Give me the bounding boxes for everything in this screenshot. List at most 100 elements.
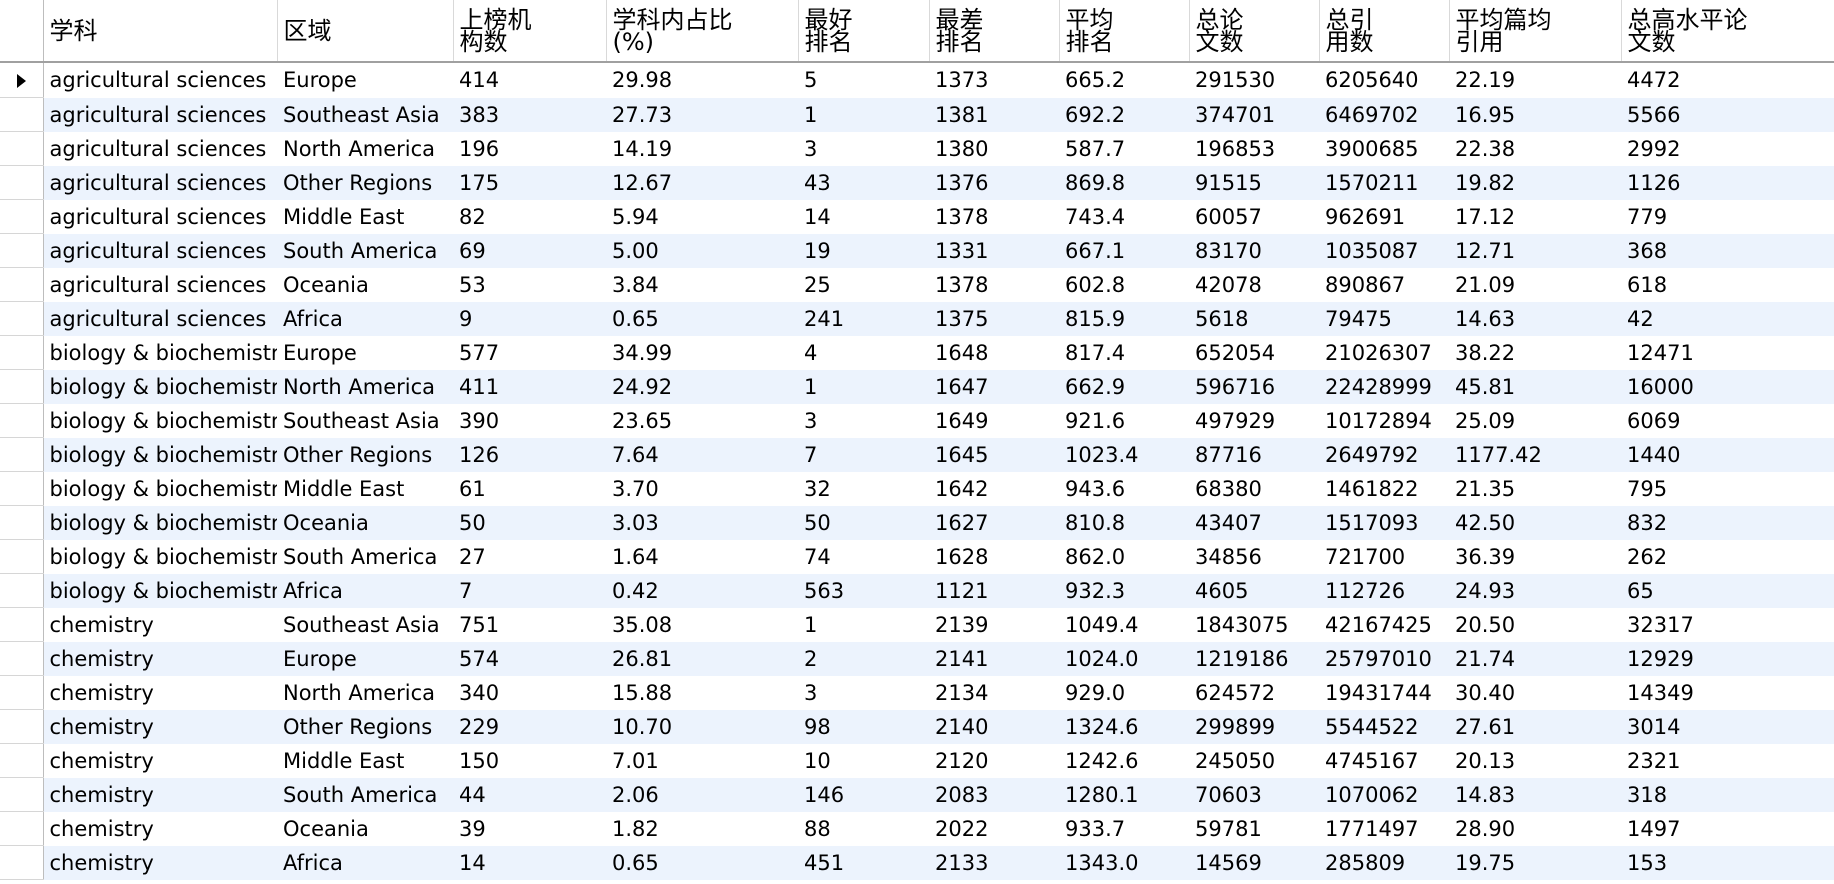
table-row[interactable]: agricultural sciences Other Regions 175 12.… [0,165,1834,200]
cell-best-rank[interactable]: 241 [798,301,929,336]
table-row[interactable]: agricultural sciences Southeast Asia 383 27… [0,97,1834,132]
row-indicator[interactable] [0,777,44,812]
cell-worst-rank[interactable]: 1649 [929,403,1059,438]
cell-papers[interactable]: 42078 [1189,267,1319,302]
cell-highly-cited-papers[interactable]: 65 [1621,573,1834,608]
cell-citations[interactable]: 21026307 [1319,335,1449,370]
cell-avg-rank[interactable]: 932.3 [1059,573,1189,608]
cell-papers[interactable]: 70603 [1189,777,1319,812]
cell-share-pct[interactable]: 3.03 [606,505,798,540]
cell-share-pct[interactable]: 15.88 [606,675,798,710]
row-indicator[interactable] [0,233,44,268]
cell-worst-rank[interactable]: 1375 [929,301,1059,336]
cell-region[interactable]: Southeast Asia [277,607,453,642]
cell-institutions[interactable]: 69 [453,233,606,268]
cell-citations[interactable]: 890867 [1319,267,1449,302]
cell-papers[interactable]: 1843075 [1189,607,1319,642]
cell-avg-citations[interactable]: 14.63 [1449,301,1621,336]
cell-highly-cited-papers[interactable]: 12929 [1621,641,1834,676]
cell-citations[interactable]: 1517093 [1319,505,1449,540]
cell-region[interactable]: Europe [277,641,453,676]
row-indicator[interactable] [0,573,44,608]
cell-subject[interactable]: chemistry [43,641,277,676]
cell-highly-cited-papers[interactable]: 779 [1621,199,1834,234]
cell-worst-rank[interactable]: 1647 [929,369,1059,404]
table-row[interactable]: chemistry North America 340 15.88 3 2134 929.0… [0,675,1834,710]
cell-region[interactable]: Middle East [277,743,453,778]
cell-share-pct[interactable]: 23.65 [606,403,798,438]
cell-institutions[interactable]: 414 [453,62,606,98]
cell-avg-rank[interactable]: 743.4 [1059,199,1189,234]
cell-papers[interactable]: 374701 [1189,97,1319,132]
cell-avg-citations[interactable]: 17.12 [1449,199,1621,234]
cell-citations[interactable]: 2649792 [1319,437,1449,472]
cell-region[interactable]: Africa [277,301,453,336]
cell-avg-citations[interactable]: 30.40 [1449,675,1621,710]
cell-best-rank[interactable]: 43 [798,165,929,200]
cell-citations[interactable]: 5544522 [1319,709,1449,744]
row-indicator[interactable] [0,607,44,642]
cell-highly-cited-papers[interactable]: 32317 [1621,607,1834,642]
column-header-subject[interactable]: 学科 [43,0,278,63]
cell-highly-cited-papers[interactable]: 5566 [1621,97,1834,132]
cell-worst-rank[interactable]: 1642 [929,471,1059,506]
cell-share-pct[interactable]: 2.06 [606,777,798,812]
cell-avg-rank[interactable]: 815.9 [1059,301,1189,336]
cell-share-pct[interactable]: 7.64 [606,437,798,472]
cell-citations[interactable]: 19431744 [1319,675,1449,710]
cell-region[interactable]: Southeast Asia [277,97,453,132]
cell-highly-cited-papers[interactable]: 1126 [1621,165,1834,200]
row-indicator[interactable] [0,369,44,404]
row-indicator[interactable] [0,845,44,880]
cell-avg-rank[interactable]: 692.2 [1059,97,1189,132]
cell-region[interactable]: Other Regions [277,437,453,472]
cell-papers[interactable]: 14569 [1189,845,1319,880]
cell-best-rank[interactable]: 146 [798,777,929,812]
cell-share-pct[interactable]: 1.82 [606,811,798,846]
cell-institutions[interactable]: 44 [453,777,606,812]
cell-worst-rank[interactable]: 2022 [929,811,1059,846]
cell-best-rank[interactable]: 32 [798,471,929,506]
cell-region[interactable]: Other Regions [277,165,453,200]
cell-worst-rank[interactable]: 1378 [929,267,1059,302]
cell-avg-citations[interactable]: 22.19 [1449,62,1621,98]
cell-highly-cited-papers[interactable]: 368 [1621,233,1834,268]
cell-subject[interactable]: agricultural sciences [43,165,277,200]
cell-citations[interactable]: 1070062 [1319,777,1449,812]
cell-institutions[interactable]: 61 [453,471,606,506]
cell-worst-rank[interactable]: 1378 [929,199,1059,234]
cell-avg-citations[interactable]: 16.95 [1449,97,1621,132]
cell-region[interactable]: North America [277,675,453,710]
row-indicator[interactable] [0,301,44,336]
column-header-highly-cited-papers[interactable]: 总高水平论 文数 [1621,0,1834,63]
cell-region[interactable]: South America [277,777,453,812]
cell-avg-citations[interactable]: 36.39 [1449,539,1621,574]
cell-region[interactable]: Oceania [277,811,453,846]
column-header-best-rank[interactable]: 最好 排名 [798,0,930,63]
cell-avg-rank[interactable]: 869.8 [1059,165,1189,200]
cell-citations[interactable]: 6469702 [1319,97,1449,132]
cell-avg-rank[interactable]: 587.7 [1059,131,1189,166]
cell-avg-citations[interactable]: 14.83 [1449,777,1621,812]
table-row[interactable]: chemistry Middle East 150 7.01 10 2120 1242.6 2… [0,743,1834,778]
row-indicator[interactable] [0,471,44,506]
cell-highly-cited-papers[interactable]: 3014 [1621,709,1834,744]
row-indicator[interactable] [0,437,44,472]
cell-best-rank[interactable]: 451 [798,845,929,880]
cell-papers[interactable]: 652054 [1189,335,1319,370]
cell-avg-rank[interactable]: 817.4 [1059,335,1189,370]
cell-avg-citations[interactable]: 19.75 [1449,845,1621,880]
cell-papers[interactable]: 245050 [1189,743,1319,778]
cell-best-rank[interactable]: 2 [798,641,929,676]
cell-highly-cited-papers[interactable]: 42 [1621,301,1834,336]
cell-avg-rank[interactable]: 602.8 [1059,267,1189,302]
table-row[interactable]: chemistry Europe 574 26.81 2 2141 1024.0 121918… [0,641,1834,676]
cell-share-pct[interactable]: 35.08 [606,607,798,642]
cell-subject[interactable]: agricultural sciences [43,131,277,166]
cell-worst-rank[interactable]: 1627 [929,505,1059,540]
cell-region[interactable]: North America [277,131,453,166]
cell-best-rank[interactable]: 5 [798,62,929,98]
cell-best-rank[interactable]: 3 [798,131,929,166]
cell-papers[interactable]: 83170 [1189,233,1319,268]
cell-highly-cited-papers[interactable]: 16000 [1621,369,1834,404]
